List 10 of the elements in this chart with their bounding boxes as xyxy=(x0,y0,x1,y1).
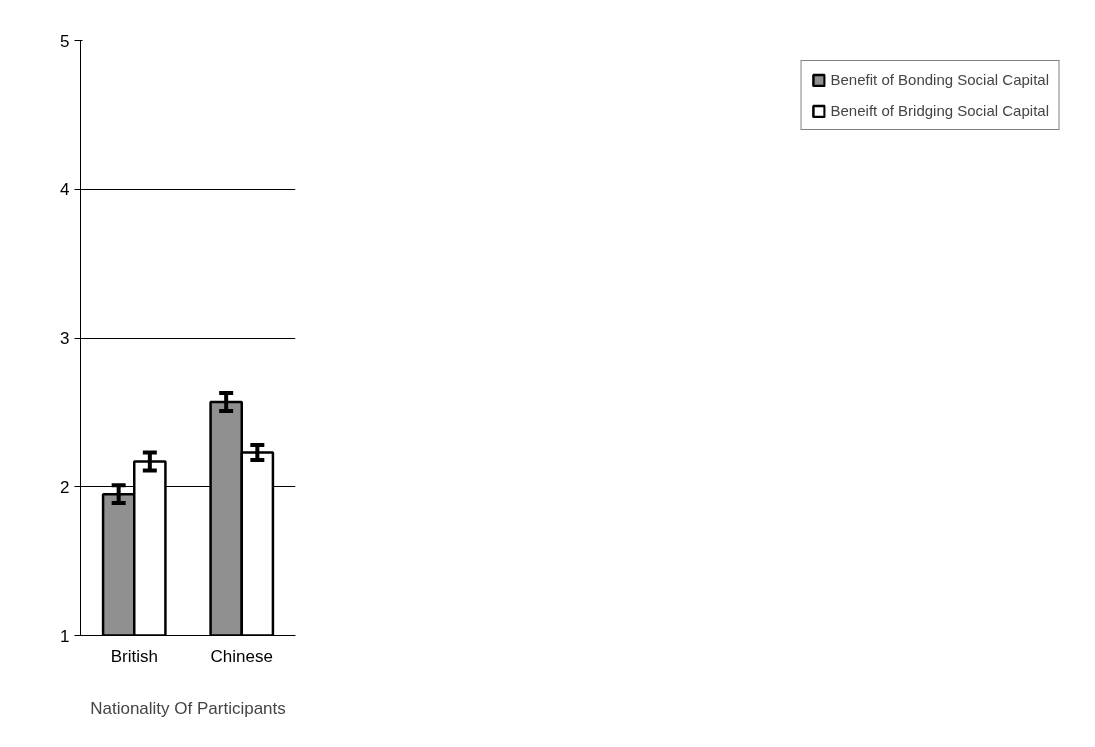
y-tick-label: 2 xyxy=(60,477,70,497)
x-axis-title: Nationality Of Participants xyxy=(90,698,286,718)
y-tick-label: 3 xyxy=(60,329,70,348)
y-tick-label: 1 xyxy=(60,626,70,646)
legend-label: Beneift of Bridging Social Capital xyxy=(830,102,1049,119)
y-tick-label: 4 xyxy=(60,180,70,200)
y-tick-label: 5 xyxy=(60,31,70,51)
legend-label: Benefit of Bonding Social Capital xyxy=(830,71,1049,88)
x-tick-label: British xyxy=(110,646,158,666)
x-tick-label: Chinese xyxy=(210,646,273,666)
